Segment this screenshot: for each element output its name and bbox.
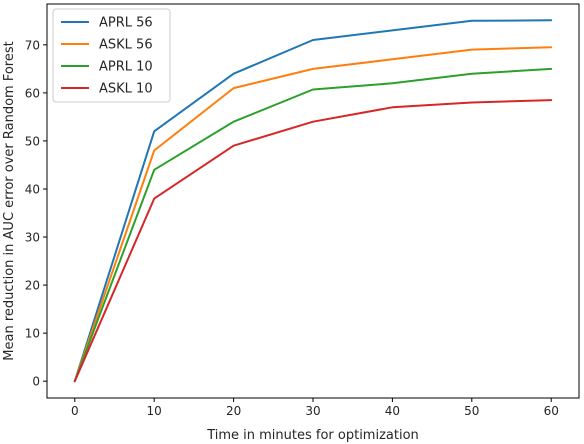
y-axis: 0 10 20 30 40 50 60 70 [25, 38, 47, 389]
x-tick-label: 40 [385, 404, 400, 418]
x-tick-label: 10 [147, 404, 162, 418]
series-line-askl-56 [73, 46, 553, 383]
x-axis: 0 10 20 30 40 50 60 [71, 398, 559, 418]
series-line-aprl-10 [73, 67, 553, 383]
y-tick-label: 50 [25, 134, 40, 148]
y-tick-label: 30 [25, 231, 40, 245]
y-tick-label: 0 [32, 375, 40, 389]
y-tick-label: 10 [25, 327, 40, 341]
y-tick-label: 40 [25, 182, 40, 196]
x-tick-label: 30 [305, 404, 320, 418]
series-line-askl-10 [73, 99, 553, 383]
x-tick-label: 60 [544, 404, 559, 418]
plot-area [73, 19, 553, 383]
series-line-aprl-56 [73, 19, 553, 383]
y-tick-label: 70 [25, 38, 40, 52]
x-axis-label: Time in minutes for optimization [206, 428, 419, 443]
x-tick-label: 20 [226, 404, 241, 418]
y-axis-label: Mean reduction in AUC error over Random … [2, 41, 17, 360]
legend-box [52, 8, 171, 103]
legend-label: ASKL 10 [99, 82, 153, 97]
y-tick-label: 20 [25, 279, 40, 293]
x-tick-label: 0 [71, 404, 79, 418]
y-tick-label: 60 [25, 86, 40, 100]
legend-label: ASKL 56 [99, 38, 153, 53]
x-tick-label: 50 [464, 404, 479, 418]
legend: APRL 56 ASKL 56 APRL 10 ASKL 10 [52, 8, 171, 103]
legend-label: APRL 10 [99, 60, 153, 75]
legend-label: APRL 56 [99, 16, 153, 31]
